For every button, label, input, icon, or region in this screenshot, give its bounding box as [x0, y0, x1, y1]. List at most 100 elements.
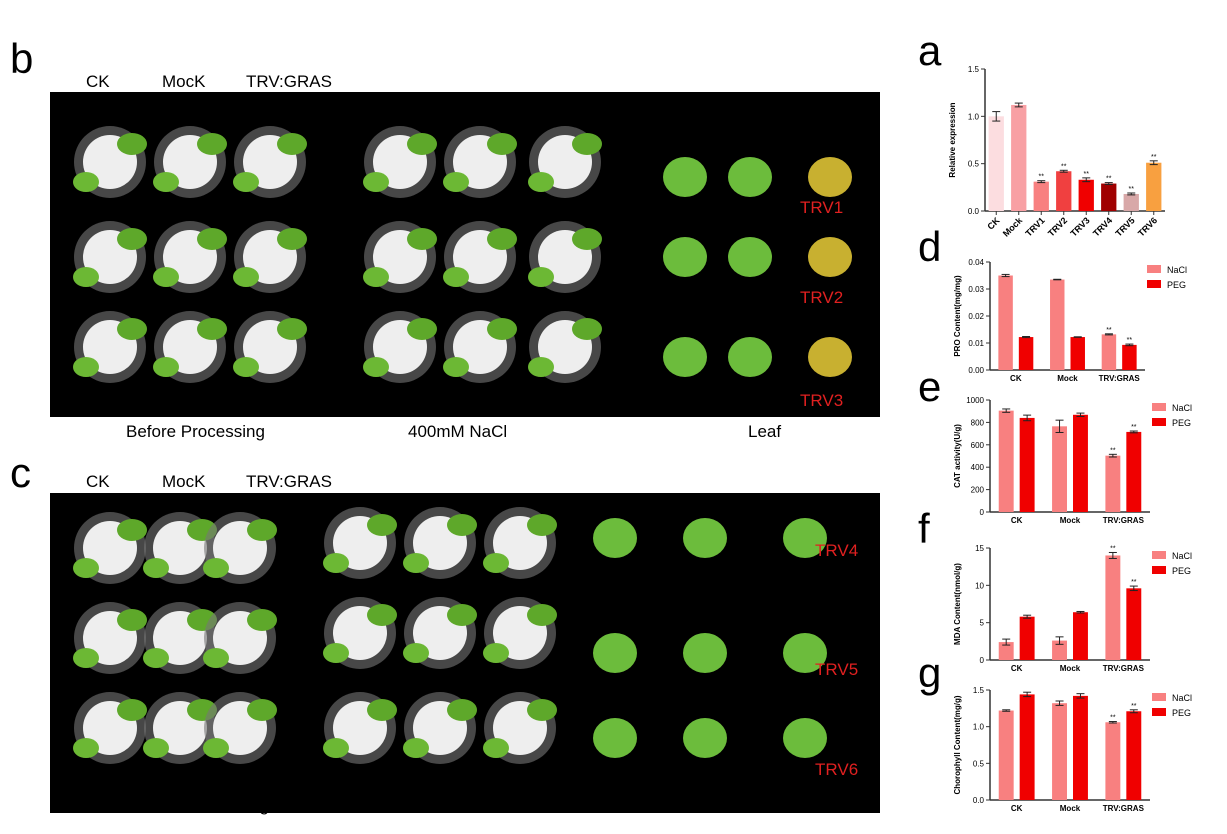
chart-g-chlorophyll-content: 0.0 0.5 1.0 1.5 Chorophyll Content(mg/g) CK Mo…	[953, 686, 1192, 813]
legend-label: NaCl	[1167, 265, 1187, 275]
leaf	[593, 518, 637, 558]
leaf	[728, 237, 772, 277]
x-tick-label: Mock	[1057, 374, 1078, 383]
seedling-leaf	[277, 133, 307, 155]
bar	[1073, 414, 1088, 512]
seedling-leaf	[277, 318, 307, 340]
y-axis-label: Chorophyll Content(mg/g)	[953, 695, 962, 794]
leaf	[783, 518, 827, 558]
y-tick-label: 5	[980, 619, 985, 628]
seedling-leaf	[572, 318, 602, 340]
leaf	[808, 157, 852, 197]
significance-label: **	[1131, 579, 1137, 586]
bar	[1126, 431, 1142, 512]
y-tick-label: 0.03	[968, 285, 984, 294]
leaf	[683, 518, 727, 558]
legend-swatch	[1152, 403, 1166, 411]
legend-label: PEG	[1172, 418, 1191, 428]
significance-label: **	[1129, 186, 1135, 193]
bar	[1033, 181, 1049, 211]
y-tick-label: 200	[971, 486, 985, 495]
y-tick-label: 0	[980, 508, 985, 517]
leaf	[663, 157, 707, 197]
leaf	[593, 718, 637, 758]
bar	[1011, 104, 1027, 211]
y-tick-label: 15	[975, 544, 984, 553]
row-label-trv3: TRV3	[800, 391, 844, 410]
caption-before: Before Processing	[126, 422, 265, 441]
bar	[1019, 417, 1035, 512]
legend-label: NaCl	[1172, 693, 1192, 703]
seedling-leaf	[117, 318, 147, 340]
x-tick-label: CK	[1011, 804, 1023, 813]
bar	[1146, 162, 1162, 211]
seedling-leaf	[117, 519, 147, 541]
seedling-leaf	[367, 514, 397, 536]
legend-swatch	[1152, 693, 1166, 701]
y-tick-label: 1.5	[973, 686, 985, 695]
leaf	[783, 718, 827, 758]
seedling-leaf	[487, 228, 517, 250]
panel-label-c: c	[10, 449, 31, 496]
legend-swatch	[1152, 708, 1166, 716]
photo-panel-c	[50, 493, 880, 813]
chart-a-relative-expression: 0.0 0.5 1.0 1.5 Relative expression CK Mock ** T…	[948, 65, 1165, 239]
leaf	[663, 237, 707, 277]
chart-f-mda-content: 0 5 10 15 MDA Content(nmol/g) CK Mock ** ** TRV:G…	[953, 544, 1192, 673]
chart-d-pro-content: 0.00 0.01 0.02 0.03 0.04 PRO Content(mg/mg) CK…	[953, 258, 1187, 383]
bar	[1070, 337, 1085, 370]
seedling-leaf	[117, 699, 147, 721]
header-ck: CK	[86, 72, 110, 91]
photo-panel-b	[50, 92, 880, 417]
significance-label: **	[1151, 154, 1157, 161]
seedling-leaf	[572, 133, 602, 155]
seedling-leaf	[527, 514, 557, 536]
leaf	[663, 337, 707, 377]
panel-label-b: b	[10, 35, 34, 82]
x-tick-label: CK	[985, 215, 1002, 232]
seedling-leaf	[447, 604, 477, 626]
bar	[1105, 555, 1121, 660]
seedling-leaf	[487, 133, 517, 155]
bar	[1019, 616, 1035, 660]
row-label-trv1: TRV1	[800, 198, 844, 217]
caption-mannitol: 350mM D-Mannitol	[388, 796, 532, 815]
leaf	[808, 337, 852, 377]
panel-label-f: f	[918, 505, 930, 552]
x-tick-label: TRV3	[1068, 215, 1091, 238]
seedling-leaf	[277, 228, 307, 250]
legend-label: NaCl	[1172, 551, 1192, 561]
row-label-trv6: TRV6	[815, 760, 859, 779]
bar	[1073, 695, 1088, 800]
significance-label: **	[1039, 174, 1045, 181]
x-tick-label: Mock	[1060, 664, 1081, 673]
caption-leaf: Leaf	[748, 796, 782, 815]
y-axis-label: MDA Content(nmol/g)	[953, 563, 962, 645]
panel-label-g: g	[918, 649, 942, 696]
x-tick-label: TRV:GRAS	[1103, 664, 1145, 673]
seedling-leaf	[572, 228, 602, 250]
header-ck: CK	[86, 472, 110, 491]
y-tick-label: 400	[971, 463, 985, 472]
bar	[1019, 694, 1035, 800]
x-tick-label: CK	[1011, 516, 1023, 525]
bar	[998, 710, 1014, 800]
header-mock: MocK	[162, 72, 206, 91]
significance-label: **	[1061, 163, 1067, 170]
seedling-leaf	[247, 609, 277, 631]
x-tick-label: TRV:GRAS	[1103, 516, 1145, 525]
seedling-leaf	[247, 699, 277, 721]
y-tick-label: 0.5	[968, 160, 980, 169]
seedling-leaf	[197, 228, 227, 250]
leaf	[808, 237, 852, 277]
caption-before: Before Processing	[130, 796, 269, 815]
bar	[1078, 179, 1094, 211]
caption-nacl: 400mM NaCl	[408, 422, 508, 441]
seedling-leaf	[527, 699, 557, 721]
bar	[1052, 703, 1067, 800]
legend-label: PEG	[1167, 280, 1186, 290]
y-axis-label: PRO Content(mg/mg)	[953, 275, 962, 357]
legend-label: PEG	[1172, 566, 1191, 576]
seedling-leaf	[407, 228, 437, 250]
bar	[998, 642, 1014, 660]
